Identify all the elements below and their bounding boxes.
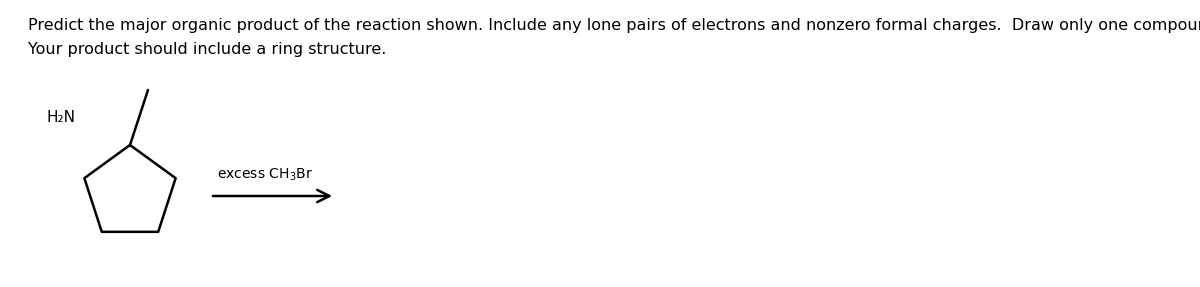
Text: Predict the major organic product of the reaction shown. Include any lone pairs : Predict the major organic product of the…: [28, 18, 1200, 33]
Text: Your product should include a ring structure.: Your product should include a ring struc…: [28, 42, 386, 57]
Text: excess CH$_3$Br: excess CH$_3$Br: [217, 166, 313, 183]
Text: H₂N: H₂N: [46, 110, 74, 125]
